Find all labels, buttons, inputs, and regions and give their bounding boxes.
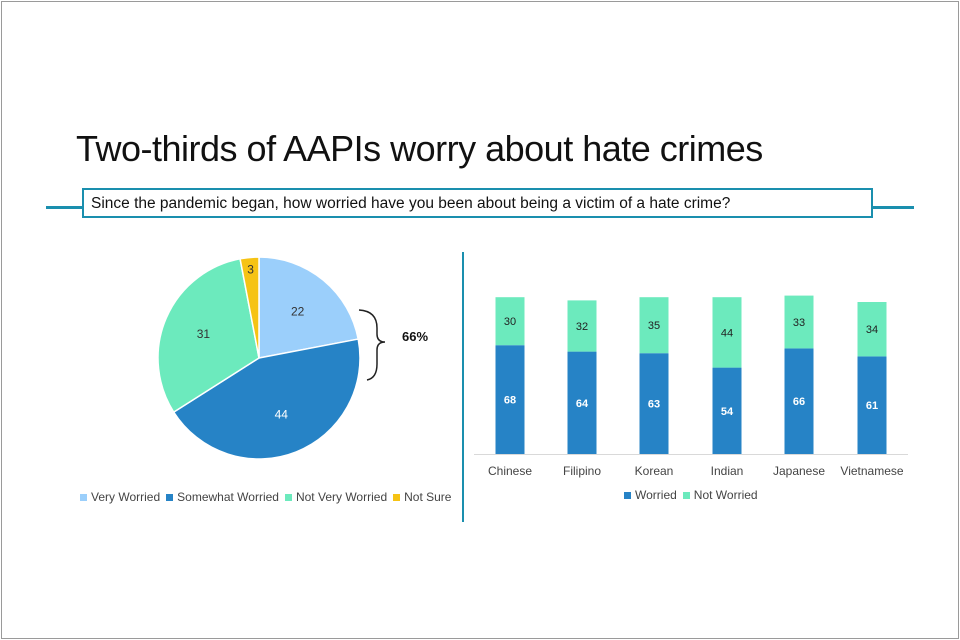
legend-swatch: [80, 493, 87, 501]
bar-worried-indian: [712, 367, 742, 454]
pie-legend: Very Worried Somewhat Worried Not Very Wor…: [80, 490, 457, 504]
legend-swatch: [393, 493, 401, 501]
bar-not-worried-japanese: [784, 295, 814, 349]
bar-not-worried-indian: [712, 297, 742, 368]
legend-swatch: [166, 493, 174, 501]
bar-worried-filipino: [567, 351, 597, 454]
x-tick-label-filipino: Filipino: [563, 464, 601, 478]
right-accent-rule: [873, 206, 914, 209]
pie-legend-item-not-sure: Not Sure: [393, 490, 451, 504]
bar-not-worried-chinese: [495, 297, 525, 346]
bar-worried-vietnamese: [857, 356, 887, 454]
pie-slice-not-very-worried: [157, 257, 260, 414]
pie-annotation: 66%: [402, 329, 428, 344]
pie-slice-not-sure: [239, 256, 260, 359]
x-tick-label-chinese: Chinese: [488, 464, 532, 478]
bar-data-label-not-worried-japanese: 33: [793, 317, 805, 329]
bar-legend-item-worried: Worried: [624, 488, 677, 502]
bar-not-worried-korean: [639, 297, 669, 354]
bar-data-label-worried-korean: 63: [648, 399, 660, 411]
bar-data-label-not-worried-filipino: 32: [576, 321, 588, 333]
legend-swatch: [682, 491, 690, 499]
bar-data-label-worried-vietnamese: 61: [866, 400, 878, 412]
left-accent-rule: [46, 206, 83, 209]
pie-slice-somewhat-worried: [172, 338, 361, 460]
pie-legend-item-somewhat-worried: Somewhat Worried: [166, 490, 279, 504]
pie-data-label-not-sure: 3: [247, 263, 254, 277]
bar-not-worried-filipino: [567, 300, 597, 352]
bar-data-label-not-worried-chinese: 30: [504, 316, 516, 328]
bar-data-label-not-worried-indian: 44: [721, 327, 733, 339]
bar-data-label-not-worried-vietnamese: 34: [866, 324, 878, 336]
legend-label: Not Sure: [404, 490, 452, 504]
pie-slice-very-worried: [258, 256, 360, 359]
legend-label: Very Worried: [91, 490, 161, 504]
bracket-brace: [358, 309, 386, 381]
bar-data-label-not-worried-korean: 35: [648, 320, 660, 332]
x-tick-label-japanese: Japanese: [773, 464, 825, 478]
bar-not-worried-vietnamese: [857, 302, 887, 357]
bar-data-label-worried-indian: 54: [721, 406, 734, 418]
legend-label: Not Worried: [693, 488, 758, 502]
bar-data-label-worried-filipino: 64: [576, 398, 589, 410]
bar-data-label-worried-japanese: 66: [793, 396, 805, 408]
pie-legend-item-not-very-worried: Not Very Worried: [284, 490, 388, 504]
bar-data-label-worried-chinese: 68: [504, 395, 516, 407]
legend-label: Not Very Worried: [295, 490, 388, 504]
x-tick-label-indian: Indian: [711, 464, 744, 478]
legend-swatch: [624, 491, 631, 499]
panel-divider: [462, 252, 464, 522]
survey-question: Since the pandemic began, how worried ha…: [82, 188, 873, 218]
bar-worried-chinese: [495, 345, 525, 454]
legend-swatch: [284, 493, 292, 501]
bar-worried-japanese: [784, 348, 814, 454]
bar-worried-korean: [639, 353, 669, 454]
pie-legend-item-very-worried: Very Worried: [80, 490, 160, 504]
legend-label: Somewhat Worried: [177, 490, 279, 504]
pie-data-label-not-very-worried: 31: [197, 327, 211, 341]
pie-data-label-very-worried: 22: [291, 304, 305, 318]
legend-label: Worried: [635, 488, 677, 502]
x-tick-label-korean: Korean: [635, 464, 674, 478]
bar-legend-item-not-worried: Not Worried: [682, 488, 758, 502]
slide-title: Two-thirds of AAPIs worry about hate cri…: [76, 128, 763, 169]
x-tick-label-vietnamese: Vietnamese: [840, 464, 903, 478]
pie-data-label-somewhat-worried: 44: [275, 407, 289, 421]
bar-legend: Worried Not Worried: [624, 488, 764, 502]
